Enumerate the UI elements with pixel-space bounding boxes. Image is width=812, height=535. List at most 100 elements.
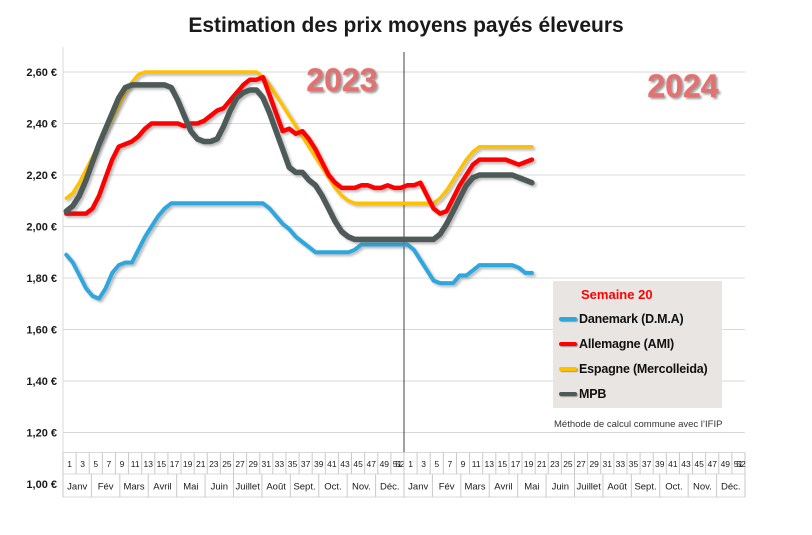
week-tick-label: 29	[589, 459, 599, 469]
week-tick-label: 41	[327, 459, 337, 469]
week-tick-label: 15	[157, 459, 167, 469]
week-tick-label: 31	[262, 459, 272, 469]
legend-item-espagne: Espagne (Mercolleida)	[559, 356, 722, 381]
week-tick-label: 29	[248, 459, 258, 469]
week-tick-label: 39	[314, 459, 324, 469]
week-tick-label: 11	[131, 459, 140, 469]
week-tick-label: 49	[380, 459, 390, 469]
month-label: Sept.	[293, 482, 315, 493]
y-tick-label: 2,60 €	[26, 67, 57, 79]
y-tick-label: 1,20 €	[26, 428, 57, 440]
month-label: Mars	[123, 482, 144, 493]
week-tick-label: 49	[721, 459, 731, 469]
year-label-2023: 2023	[306, 62, 378, 98]
legend-item-danemark: Danemark (D.M.A)	[559, 306, 722, 331]
week-tick-label: 7	[107, 459, 112, 469]
week-tick-label: 5	[434, 459, 439, 469]
week-tick-label: 13	[485, 459, 495, 469]
month-label: Août	[266, 482, 286, 493]
week-tick-label: 31	[603, 459, 613, 469]
week-tick-label: 45	[694, 459, 704, 469]
method-footnote: Méthode de calcul commune avec l’IFIP	[554, 419, 723, 430]
month-label: Mai	[524, 482, 539, 493]
week-tick-label: 41	[668, 459, 678, 469]
week-tick-label: 11	[472, 459, 481, 469]
month-label: Mars	[464, 482, 485, 493]
week-tick-label: 25	[222, 459, 232, 469]
legend-item-allemagne: Allemagne (AMI)	[559, 331, 722, 356]
month-label: Fév	[439, 482, 455, 493]
month-label: Mai	[183, 482, 198, 493]
week-tick-label: 17	[511, 459, 521, 469]
legend-item-mpb: MPB	[559, 381, 722, 406]
y-tick-label: 2,00 €	[26, 222, 57, 234]
month-label: Sept.	[634, 482, 656, 493]
month-label: Nov.	[352, 482, 371, 493]
allemagne-line-swatch-icon	[559, 341, 577, 346]
month-label: Avril	[153, 482, 171, 493]
month-label: Janv	[408, 482, 428, 493]
week-tick-label: 35	[629, 459, 639, 469]
legend-box: Semaine 20 Danemark (D.M.A) Allemagne (A…	[553, 281, 722, 408]
month-label: Avril	[494, 482, 512, 493]
y-tick-label: 2,40 €	[26, 119, 57, 131]
month-label: Déc.	[380, 482, 400, 493]
week-tick-label: 25	[563, 459, 573, 469]
legend-label: Allemagne (AMI)	[579, 336, 674, 351]
week-tick-label: 17	[170, 459, 180, 469]
week-tick-label: 52	[736, 459, 746, 469]
week-tick-label: 33	[275, 459, 285, 469]
week-tick-label: 9	[120, 459, 125, 469]
month-label: Oct.	[665, 482, 682, 493]
month-label: Juin	[552, 482, 569, 493]
y-tick-label: 1,80 €	[26, 273, 57, 285]
y-tick-label: 1,00 €	[26, 479, 57, 491]
week-tick-label: 51	[393, 459, 403, 469]
week-tick-label: 37	[301, 459, 311, 469]
month-label: Août	[607, 482, 627, 493]
month-label: Déc.	[721, 482, 741, 493]
week-tick-label: 23	[209, 459, 219, 469]
espagne-line-swatch-icon	[559, 366, 577, 371]
week-tick-label: 47	[707, 459, 717, 469]
mpb-line-swatch-icon	[559, 391, 577, 396]
week-tick-label: 19	[183, 459, 193, 469]
month-label: Oct.	[324, 482, 341, 493]
y-tick-label: 1,40 €	[26, 376, 57, 388]
week-tick-label: 21	[196, 459, 206, 469]
week-tick-label: 51	[734, 459, 744, 469]
month-label: Juin	[211, 482, 228, 493]
week-tick-label: 9	[461, 459, 466, 469]
week-tick-label: 1	[67, 459, 72, 469]
danemark-line-swatch-icon	[559, 316, 577, 321]
series-line-mpb	[63, 82, 535, 243]
week-tick-label: 3	[80, 459, 85, 469]
series-line-danemark-d-m-a	[64, 201, 534, 301]
week-tick-label: 1	[408, 459, 413, 469]
week-tick-label: 23	[550, 459, 560, 469]
week-tick-label: 43	[340, 459, 350, 469]
month-label: Fév	[98, 482, 114, 493]
month-label: Juillet	[577, 482, 602, 493]
week-tick-label: 45	[353, 459, 363, 469]
year-label-2024: 2024	[647, 68, 719, 104]
week-tick-label: 47	[366, 459, 376, 469]
week-tick-label: 33	[616, 459, 626, 469]
series-line-allemagne-ami	[64, 74, 535, 216]
week-tick-label: 7	[448, 459, 453, 469]
week-tick-label: 52	[395, 459, 405, 469]
month-label: Juillet	[236, 482, 261, 493]
legend-label: Danemark (D.M.A)	[579, 311, 684, 326]
week-tick-label: 13	[144, 459, 154, 469]
chart-title: Estimation des prix moyens payés éleveur…	[188, 14, 624, 37]
week-tick-label: 5	[93, 459, 98, 469]
week-tick-label: 27	[235, 459, 245, 469]
week-tick-label: 3	[421, 459, 426, 469]
y-tick-label: 1,60 €	[26, 325, 57, 337]
month-label: Janv	[67, 482, 87, 493]
y-tick-label: 2,20 €	[26, 170, 57, 182]
week-tick-label: 35	[288, 459, 298, 469]
legend-label: Espagne (Mercolleida)	[579, 361, 708, 376]
week-tick-label: 15	[498, 459, 508, 469]
